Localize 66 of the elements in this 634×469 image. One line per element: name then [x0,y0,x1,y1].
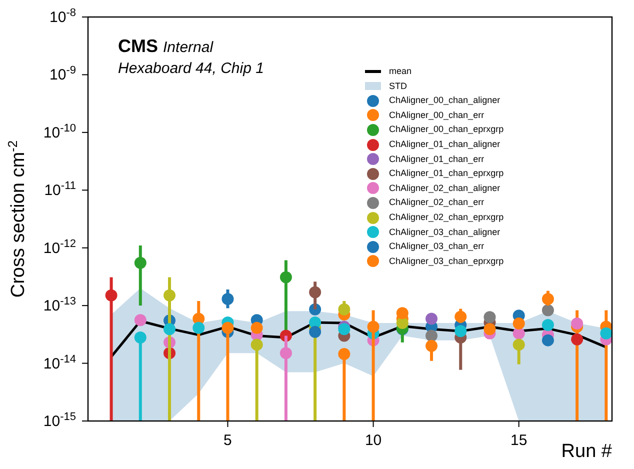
legend-label: ChAligner_03_chan_aligner [389,226,500,237]
point [512,327,525,340]
y-tick-label: 10$^{-9}$ [50,64,76,84]
point [134,331,146,344]
point [280,347,292,360]
point [338,323,350,336]
y-tick-label: 10$^{-8}$ [50,7,76,26]
y-tick-label: 10$^{-10}$ [43,122,76,142]
annotation: CMS Internal [118,36,214,56]
legend-label: mean [389,66,412,76]
legend-label: ChAligner_03_chan_err [389,241,484,252]
point [396,307,408,320]
legend-label: ChAligner_03_chan_eprxgrp [389,256,504,266]
legend-label: ChAligner_00_chan_eprxgrp [389,124,504,134]
point [250,322,263,334]
x-tick-label: 5 [224,432,232,449]
y-tick-label: 10$^{-13}$ [43,296,76,315]
point [309,286,322,298]
legend-label: ChAligner_02_chan_err [389,197,484,208]
legend-label: ChAligner_01_chan_err [389,154,484,164]
point [484,311,496,324]
point [426,340,438,352]
point [280,271,292,284]
x-tick-label: 15 [510,432,528,449]
point [192,322,205,334]
point [309,326,322,338]
annotation: STD [389,80,407,91]
point [222,322,234,334]
point [134,314,146,326]
point [134,256,146,269]
y-tick-label: 10$^{-12}$ [43,238,76,257]
y-tick-label: 10$^{-15}$ [43,411,76,430]
point [484,323,496,336]
legend-label: ChAligner_01_chan_eprxgrp [389,168,504,178]
annotation: Hexaboard 44, Chip 1 [118,60,264,77]
point [542,292,554,305]
point [105,289,118,302]
x-axis-title: Run # [561,441,612,463]
point [367,320,380,333]
point [542,304,554,316]
point [512,338,525,351]
legend-label: ChAligner_00_chan_aligner [389,95,500,106]
point [338,303,350,316]
point [542,319,554,332]
point [571,333,584,346]
point [454,310,467,323]
legend-label: ChAligner_01_chan_aligner [389,138,500,149]
point [164,323,176,336]
legend-label: ChAligner_02_chan_eprxgrp [389,212,504,222]
x-tick-label: 10 [364,432,382,449]
point [426,330,438,342]
point [571,317,584,330]
point [338,348,350,360]
legend-label: ChAligner_00_chan_err [389,110,484,120]
point [396,316,408,329]
point [250,338,263,351]
point [542,334,554,346]
point [454,325,467,338]
y-tick-label: 10$^{-11}$ [44,180,76,200]
point [600,327,612,340]
point [426,312,438,325]
point [222,292,234,305]
point [164,289,176,302]
y-tick-label: 10$^{-14}$ [43,353,76,372]
point [512,317,525,330]
legend-label: ChAligner_02_chan_aligner [389,182,500,193]
